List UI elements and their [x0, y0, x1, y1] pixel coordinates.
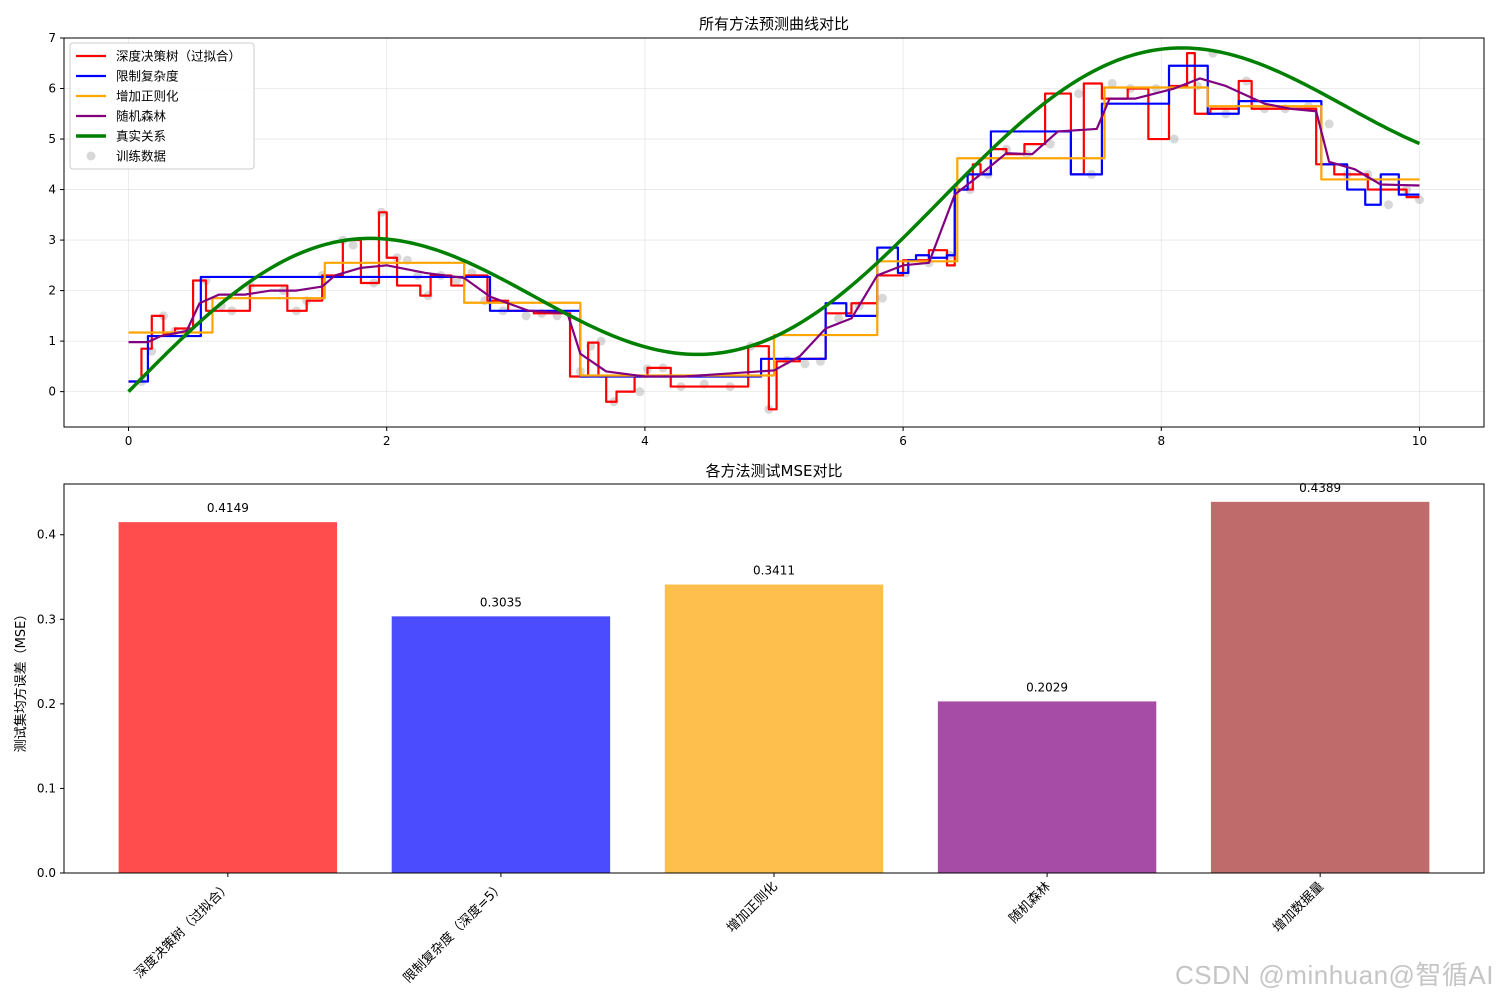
bottom-x-category-label: 增加正则化 — [724, 879, 781, 936]
legend-marker — [86, 151, 96, 161]
bar-value-label: 0.4389 — [1299, 481, 1341, 495]
top-chart-title: 所有方法预测曲线对比 — [699, 15, 849, 33]
bar — [664, 584, 884, 873]
legend-box — [69, 42, 255, 170]
bottom-y-tick-label: 0.1 — [37, 781, 56, 795]
training-data-point — [1324, 119, 1334, 129]
training-data-point — [877, 293, 887, 303]
bottom-y-tick-label: 0.0 — [37, 866, 56, 880]
legend-label: 训练数据 — [116, 149, 166, 164]
series-line-2 — [128, 86, 1420, 377]
training-data-point — [1169, 134, 1179, 144]
legend-label: 深度决策树（过拟合） — [116, 49, 241, 64]
top-x-tick-label: 0 — [125, 434, 133, 448]
training-data-point — [800, 359, 810, 369]
mse-bar-chart: 各方法测试MSE对比 0.4149 0.3035 0.3411 0.2029 0.438… — [13, 462, 1485, 987]
top-y-tick-label: 4 — [48, 183, 56, 197]
top-x-tick-label: 8 — [1157, 434, 1165, 448]
training-data-point — [635, 387, 645, 397]
bar-value-label: 0.3411 — [753, 564, 795, 578]
training-data-point — [521, 311, 531, 321]
top-y-tick-label: 5 — [48, 132, 56, 146]
bottom-bars-layer: 0.4149 0.3035 0.3411 0.2029 0.4389 — [118, 481, 1430, 873]
series-line-0 — [128, 52, 1420, 411]
bar — [391, 616, 611, 873]
training-data-point — [348, 240, 358, 250]
watermark: CSDN @minhuan@智循AI — [1175, 960, 1494, 990]
bottom-x-category-label: 限制复杂度（深度=5） — [400, 879, 508, 987]
top-x-tick-label: 6 — [899, 434, 907, 448]
top-x-tick-label: 10 — [1412, 434, 1427, 448]
bar — [937, 701, 1157, 873]
top-x-tick-label: 4 — [641, 434, 649, 448]
bottom-y-tick-label: 0.2 — [37, 697, 56, 711]
training-data-point — [1074, 89, 1084, 99]
training-data-point — [1045, 139, 1055, 149]
top-y-tick-label: 3 — [48, 233, 56, 247]
top-series-layer — [127, 46, 1424, 414]
legend-label: 限制复杂度 — [116, 69, 179, 84]
training-data-point — [1107, 78, 1117, 88]
top-y-tick-label: 6 — [48, 82, 56, 96]
bar-value-label: 0.2029 — [1026, 680, 1068, 694]
series-line-4 — [127, 46, 1421, 393]
top-y-tick-label: 0 — [48, 385, 56, 399]
top-axes: 0 2 4 6 8 10 0 1 2 3 4 5 6 7 — [48, 31, 1427, 448]
legend-label: 增加正则化 — [116, 89, 179, 104]
legend-label: 随机森林 — [116, 109, 167, 124]
bar — [1210, 501, 1430, 873]
bottom-x-category-label: 增加数据量 — [1270, 879, 1327, 936]
top-y-tick-label: 1 — [48, 334, 56, 348]
bottom-y-tick-label: 0.4 — [37, 528, 56, 542]
bar-value-label: 0.4149 — [207, 501, 249, 515]
top-x-tick-label: 2 — [383, 434, 391, 448]
top-y-tick-label: 2 — [48, 284, 56, 298]
top-y-tick-label: 7 — [48, 31, 56, 45]
series-line-3 — [128, 77, 1420, 378]
bottom-x-category-label: 深度决策树（过拟合） — [131, 879, 234, 982]
bar — [118, 522, 338, 873]
bottom-y-axis-label: 测试集均方误差（MSE） — [13, 608, 29, 753]
bottom-x-category-label: 随机森林 — [1007, 879, 1054, 926]
training-data-point — [834, 313, 844, 323]
bottom-y-tick-label: 0.3 — [37, 612, 56, 626]
top-plot-frame — [63, 37, 1485, 428]
bar-value-label: 0.3035 — [480, 595, 522, 609]
bottom-chart-title: 各方法测试MSE对比 — [706, 462, 843, 480]
prediction-curves-chart: 所有方法预测曲线对比 0 2 4 6 8 10 0 1 2 3 4 5 6 7 深度决策树（过拟合） 限制复… — [48, 15, 1485, 448]
training-data-point — [1383, 200, 1393, 210]
legend-label: 真实关系 — [116, 129, 166, 144]
